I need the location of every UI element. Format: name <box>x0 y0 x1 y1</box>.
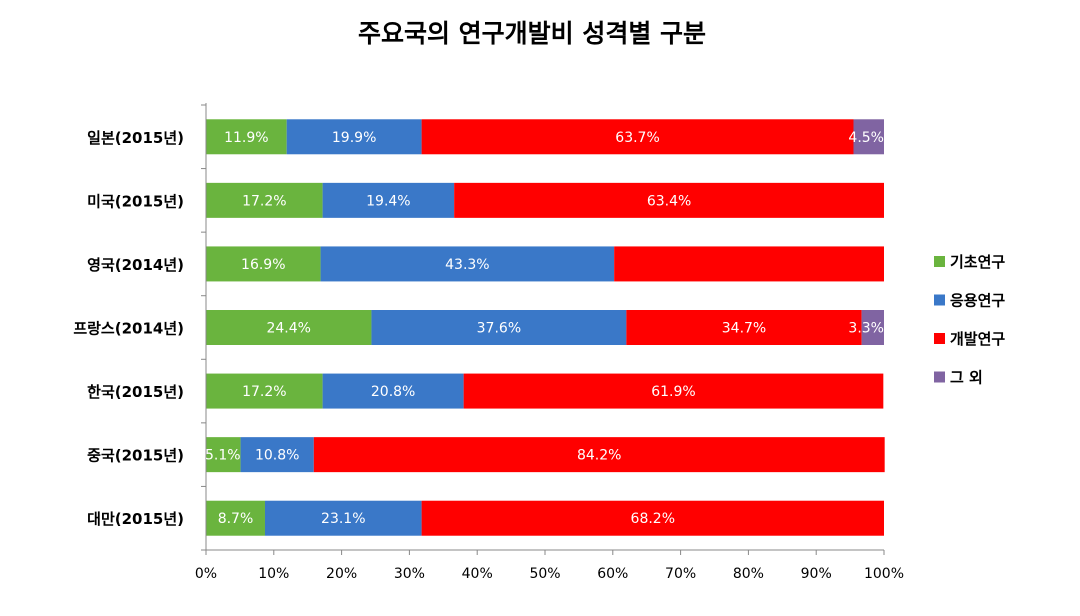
data-label: 37.6% <box>477 321 521 337</box>
data-label: 63.4% <box>647 193 691 209</box>
bar-segment <box>853 119 884 155</box>
legend-label: 그 외 <box>950 369 983 387</box>
bar-segment <box>206 310 372 345</box>
x-tick-label: 10% <box>258 566 289 582</box>
data-label: 11.9% <box>224 130 268 146</box>
legend-label: 응용연구 <box>950 292 1005 310</box>
category-label: 일본(2015년) <box>87 129 184 147</box>
category-label: 프랑스(2014년) <box>73 320 184 338</box>
bar-segment <box>614 246 884 282</box>
bar-segment <box>861 310 884 345</box>
x-tick-label: 0% <box>195 566 217 582</box>
legend-swatch <box>934 371 945 383</box>
bar-segment <box>626 310 862 345</box>
bar-segment <box>463 373 884 409</box>
bar-segment <box>264 500 422 536</box>
data-label: 20.8% <box>371 384 415 400</box>
category-label: 미국(2015년) <box>87 192 184 210</box>
x-tick-label: 100% <box>864 566 904 582</box>
x-tick-label: 50% <box>529 566 560 582</box>
data-label: 16.9% <box>241 257 285 273</box>
x-tick-label: 80% <box>733 566 764 582</box>
data-label: 8.7% <box>218 511 254 527</box>
bar-segment <box>206 373 323 409</box>
data-label: 4.5% <box>848 130 884 146</box>
category-label: 영국(2014년) <box>87 256 184 274</box>
data-label: 17.2% <box>242 193 286 209</box>
x-tick-label: 70% <box>665 566 696 582</box>
data-label: 43.3% <box>445 257 489 273</box>
data-label: 17.2% <box>242 384 286 400</box>
bar-segment <box>206 119 287 155</box>
data-label: 19.9% <box>332 130 376 146</box>
bar-segment <box>240 437 314 473</box>
data-label: 3.3% <box>848 321 884 337</box>
bar-segment <box>286 119 422 155</box>
bars-group <box>206 119 885 536</box>
x-tick-label: 90% <box>801 566 832 582</box>
bar-segment <box>421 119 854 155</box>
data-label: 84.2% <box>577 448 621 464</box>
axes-group: 일본(2015년) 미국(2015년) 영국(2014년) 프랑스(2014년) 한국(… <box>73 103 904 582</box>
x-tick-label: 20% <box>326 566 357 582</box>
bar-segment <box>206 437 241 473</box>
x-tick-label: 60% <box>597 566 628 582</box>
data-label: 61.9% <box>651 384 695 400</box>
category-label: 중국(2015년) <box>87 447 184 465</box>
bar-segment <box>206 182 323 218</box>
data-label: 19.4% <box>366 193 410 209</box>
bar-segment <box>206 246 321 282</box>
data-label: 5.1% <box>205 448 241 464</box>
legend-label: 개발연구 <box>950 330 1005 348</box>
bar-segment <box>322 373 464 409</box>
legend-label: 기초연구 <box>950 253 1005 271</box>
bar-segment <box>320 246 615 282</box>
data-label: 34.7% <box>722 321 766 337</box>
data-label: 10.8% <box>255 448 299 464</box>
bar-segment <box>206 500 265 536</box>
category-label: 대만(2015년) <box>87 510 184 528</box>
category-label: 한국(2015년) <box>87 383 184 401</box>
chart-title: 주요국의 연구개발비 성격별 구분 <box>357 19 707 48</box>
legend-swatch <box>934 333 945 344</box>
data-label: 68.2% <box>631 511 675 527</box>
bar-segment <box>421 500 884 536</box>
data-label: 63.7% <box>615 130 659 146</box>
data-label: 23.1% <box>321 511 365 527</box>
legend-swatch <box>934 256 945 267</box>
x-tick-label: 30% <box>394 566 425 582</box>
bar-segment <box>371 310 627 345</box>
data-label: 24.4% <box>266 321 310 337</box>
bar-segment <box>454 182 884 218</box>
x-tick-label: 40% <box>462 566 493 582</box>
bar-segment <box>322 182 455 218</box>
bar-segment <box>313 437 885 473</box>
legend-swatch <box>934 294 945 306</box>
data-labels-group: 11.9% 19.9% 63.7% 4.5% 17.2% 19.4% 63.4% 16.9% 4… <box>205 130 884 527</box>
